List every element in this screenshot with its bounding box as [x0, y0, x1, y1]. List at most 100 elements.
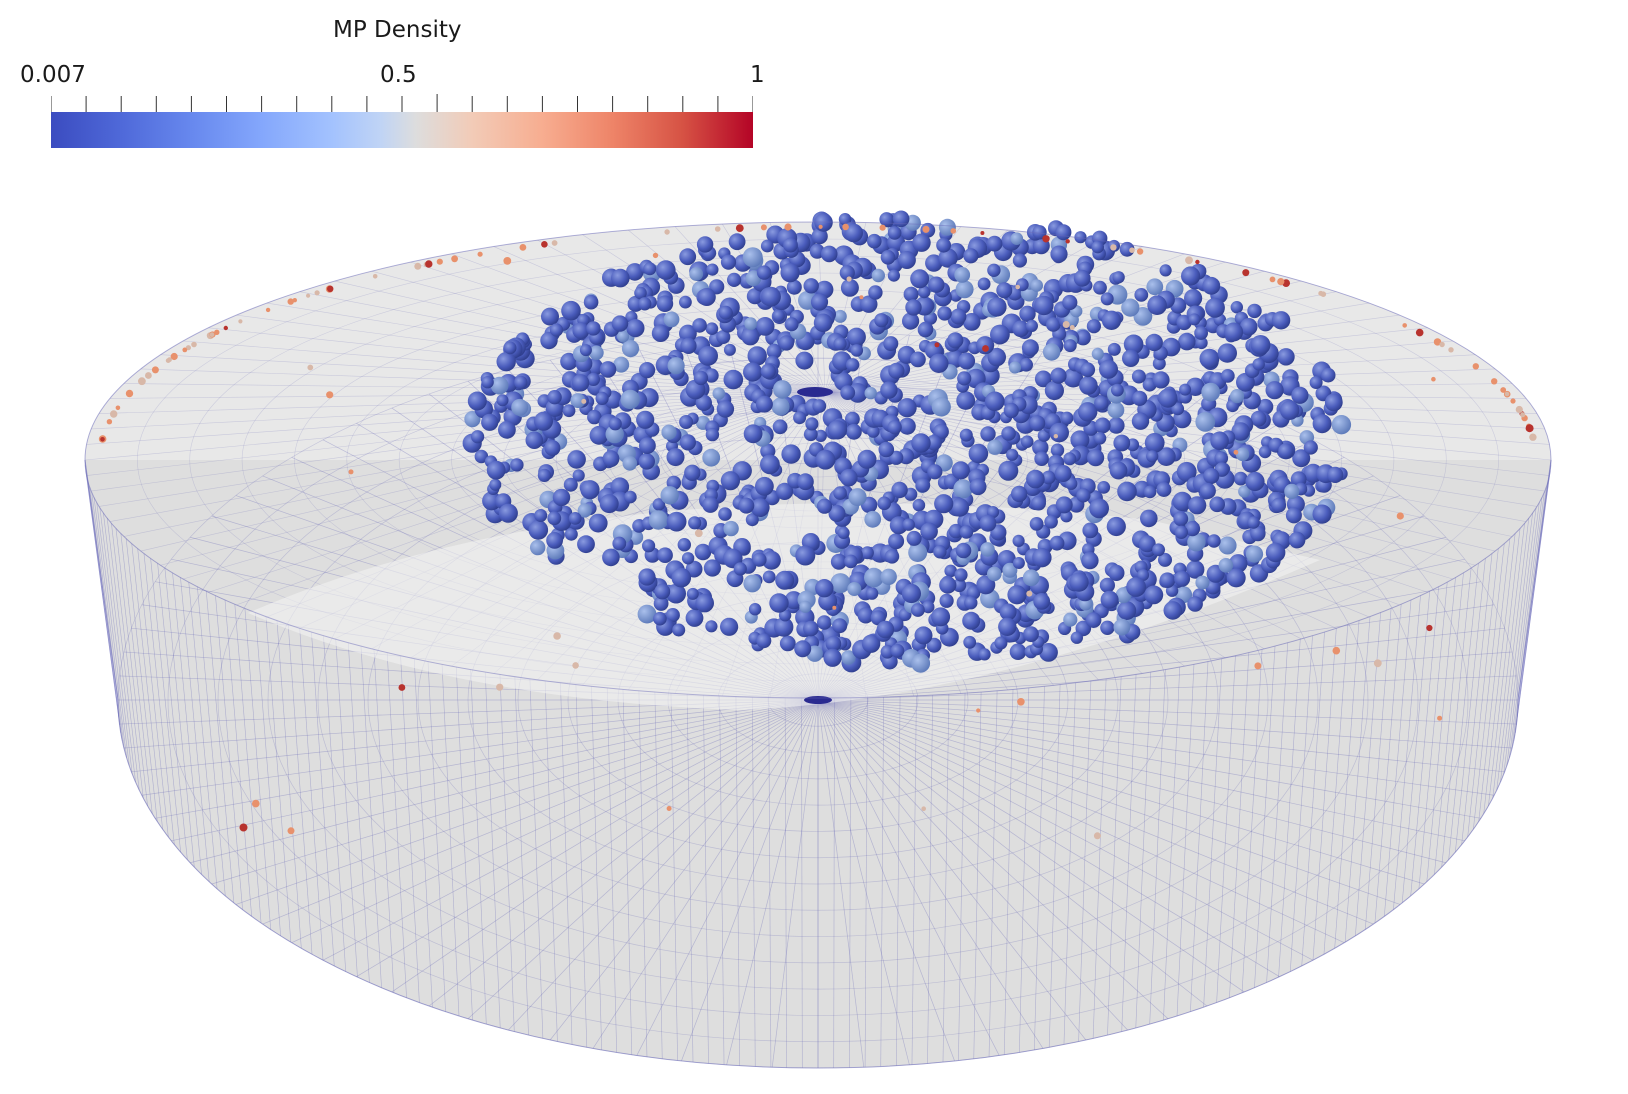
mesh-radial-line — [817, 699, 1245, 993]
particle-sphere — [1050, 245, 1068, 263]
particle-sphere — [1030, 279, 1043, 292]
colorbar — [51, 112, 753, 148]
mesh-wall-line — [137, 548, 169, 838]
mesh-wall-line — [751, 697, 756, 1067]
particle-sphere — [833, 486, 847, 500]
particle-sphere — [823, 648, 842, 667]
particle-small — [1093, 832, 1101, 840]
particle-sphere — [657, 547, 673, 563]
particle-sphere — [955, 280, 974, 299]
mesh-radial-line — [636, 699, 819, 1056]
mesh-wall-line — [347, 642, 370, 983]
particle-sphere — [1209, 496, 1225, 513]
mesh-ring — [417, 489, 1219, 911]
particle-small — [214, 329, 220, 335]
mesh-wall-line — [1434, 572, 1464, 875]
particle-sphere — [1245, 545, 1264, 563]
particle-small — [541, 241, 548, 248]
particle-sphere — [1195, 575, 1210, 590]
particle-sphere — [902, 312, 920, 330]
particle-sphere — [1144, 432, 1165, 453]
particle-sphere — [887, 269, 901, 282]
particle-sphere — [925, 254, 943, 272]
mesh-wall-line — [84, 465, 119, 709]
particle-sphere — [926, 637, 942, 653]
particle-sphere — [1039, 643, 1058, 662]
particle-sphere — [1265, 542, 1286, 563]
particle-sphere — [755, 395, 773, 413]
particle-sphere — [544, 440, 561, 456]
particle-sphere — [1184, 289, 1203, 308]
particle-sphere — [760, 239, 774, 253]
particle-sphere — [1271, 311, 1291, 330]
particle-sphere — [876, 620, 895, 639]
particle-sphere — [964, 596, 978, 610]
particle-sphere — [1171, 402, 1185, 416]
mesh-wall-line — [197, 586, 226, 896]
particle-sphere — [525, 431, 544, 450]
particle-sphere — [1002, 562, 1018, 578]
particle-sphere — [464, 411, 481, 428]
particle-sphere — [599, 494, 619, 514]
particle-sphere — [1173, 511, 1189, 527]
particle-sphere — [496, 352, 516, 372]
right-edge — [1517, 459, 1552, 701]
particle-sphere — [746, 288, 764, 305]
mesh-wall-line — [514, 676, 529, 1036]
particle-sphere — [1226, 568, 1246, 588]
particle-small — [398, 684, 406, 691]
particle-sphere — [511, 398, 529, 416]
particle-sphere — [760, 363, 776, 379]
particle-sphere — [638, 453, 655, 470]
mesh-radial-line — [508, 699, 819, 1031]
particle-small — [553, 632, 561, 640]
particle-sphere — [1076, 488, 1091, 503]
particle-sphere — [1250, 525, 1266, 542]
particle-sphere — [1132, 390, 1148, 406]
mesh-radial-line — [817, 651, 1513, 701]
mesh-radial-line — [356, 699, 819, 977]
particle-sphere — [490, 376, 509, 395]
mesh-wall-line — [864, 697, 868, 1068]
particle-sphere — [944, 564, 957, 578]
particle-sphere — [642, 539, 656, 553]
particle-small — [287, 298, 294, 305]
left-edge — [84, 459, 119, 701]
particle-sphere — [1214, 451, 1229, 466]
particle-sphere — [957, 371, 972, 386]
particle-sphere — [901, 583, 922, 604]
particle-sphere — [571, 374, 590, 392]
mesh-wall-line — [1019, 687, 1030, 1053]
particle-sphere — [1202, 276, 1221, 295]
mesh-wall-line — [470, 669, 487, 1025]
mesh-radial-line — [211, 699, 819, 885]
particle-sphere — [756, 633, 772, 649]
particle-sphere — [1147, 295, 1167, 316]
particle-sphere — [694, 543, 712, 561]
particle-sphere — [528, 520, 549, 540]
particle-sphere — [980, 542, 995, 557]
mesh-radial-line — [817, 699, 1314, 961]
particle-sphere — [902, 518, 915, 531]
particle-sphere — [498, 503, 518, 523]
particle-sphere — [1238, 485, 1251, 498]
mesh-wall-line — [1266, 642, 1289, 983]
mesh-wall-line — [1488, 528, 1521, 806]
mesh-wall-line — [103, 512, 136, 782]
particle-sphere — [626, 263, 644, 281]
particle-sphere — [1091, 347, 1104, 360]
particle-sphere — [1207, 534, 1221, 548]
particle-sphere — [889, 450, 904, 465]
particle-sphere — [665, 608, 680, 623]
particle-sphere — [474, 449, 489, 464]
particle-sphere — [860, 295, 878, 313]
particle-sphere — [1309, 376, 1323, 389]
particle-sphere — [1019, 358, 1033, 372]
particle-sphere — [937, 306, 952, 321]
particle-sphere — [911, 433, 931, 453]
particle-sphere — [1152, 357, 1166, 370]
particle-sphere — [595, 391, 609, 405]
mesh-wall-line — [1176, 664, 1195, 1016]
